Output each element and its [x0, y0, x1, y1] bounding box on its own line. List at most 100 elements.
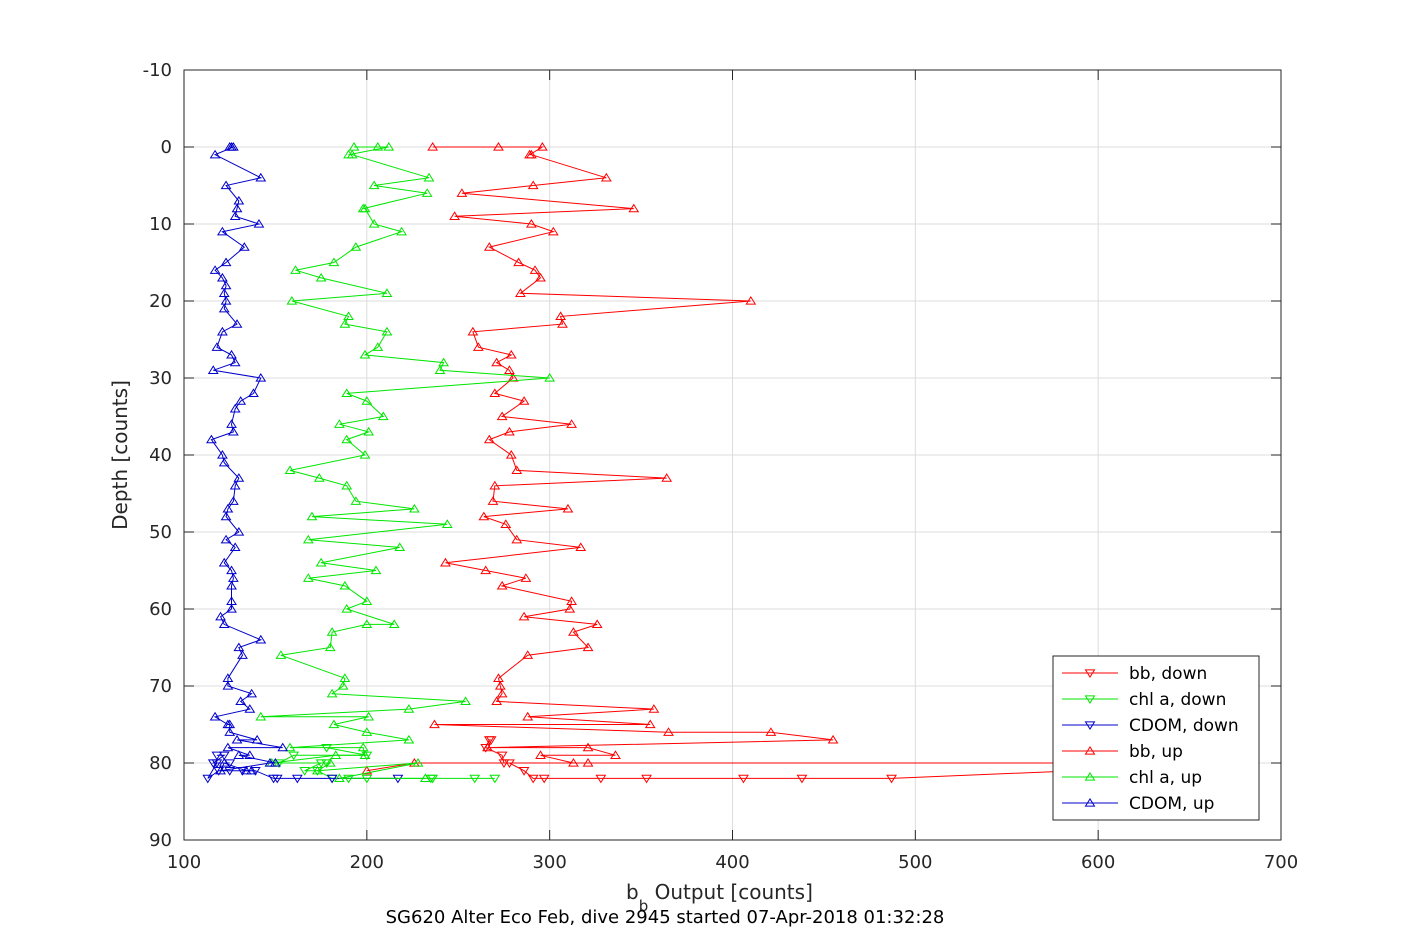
data-point	[511, 465, 523, 475]
data-point	[441, 519, 453, 528]
data-point	[827, 734, 839, 744]
data-point	[383, 142, 395, 151]
chart-caption: SG620 Alter Eco Feb, dive 2945 started 0…	[386, 907, 945, 928]
data-point	[284, 465, 296, 475]
data-point	[227, 496, 239, 505]
data-point	[368, 180, 380, 190]
data-point	[324, 758, 336, 767]
data-point	[341, 434, 353, 444]
data-point	[229, 403, 241, 413]
data-point	[216, 326, 228, 336]
legend-entry: CDOM, up	[1062, 794, 1214, 814]
data-point	[235, 696, 247, 706]
y-tick-label: 90	[149, 830, 172, 851]
data-point	[562, 503, 574, 513]
data-point	[341, 388, 353, 398]
data-point	[610, 750, 621, 759]
legend-label: chl a, up	[1129, 768, 1202, 788]
y-tick-label: 10	[149, 214, 172, 235]
data-point	[456, 188, 468, 197]
data-point	[568, 627, 579, 636]
x-tick-label: 600	[1081, 852, 1115, 873]
data-point	[381, 326, 393, 336]
data-point	[511, 534, 523, 544]
data-point	[315, 557, 327, 567]
data-point	[264, 758, 276, 767]
data-point	[233, 750, 245, 759]
data-point	[440, 557, 451, 567]
data-point	[220, 180, 232, 190]
data-point	[467, 326, 479, 336]
data-point	[306, 511, 318, 521]
data-point	[582, 642, 594, 652]
data-point	[334, 419, 345, 428]
legend-marker	[1084, 772, 1096, 781]
data-point	[313, 473, 325, 482]
data-point	[215, 765, 226, 775]
data-point	[745, 296, 757, 305]
data-point	[641, 774, 652, 784]
x-tick-label: 300	[532, 852, 566, 873]
data-point	[339, 580, 351, 590]
data-point	[286, 296, 298, 305]
data-point	[738, 774, 749, 784]
data-point	[359, 349, 371, 359]
y-tick-label: 60	[149, 599, 172, 620]
x-axis-title-subscript: b	[639, 897, 649, 915]
data-point	[357, 742, 369, 752]
data-point	[525, 149, 537, 159]
y-tick-label: 70	[149, 676, 172, 697]
data-point	[226, 580, 237, 590]
data-point	[536, 142, 548, 151]
data-point	[216, 226, 228, 236]
data-point	[491, 696, 503, 706]
data-point	[291, 774, 303, 784]
y-axis-title: Depth [counts]	[108, 380, 132, 530]
legend-label: bb, down	[1129, 664, 1207, 684]
data-point	[227, 573, 239, 582]
data-point	[302, 573, 314, 582]
data-point	[233, 473, 245, 482]
series-line	[260, 146, 550, 779]
data-point	[361, 619, 373, 629]
series-line	[366, 146, 1099, 772]
data-point	[222, 742, 234, 752]
data-point	[209, 149, 221, 159]
data-point	[268, 774, 279, 784]
data-point	[628, 203, 640, 213]
data-point	[496, 751, 508, 761]
data-point	[220, 511, 232, 521]
data-point	[396, 226, 407, 236]
data-point	[220, 296, 232, 305]
data-point	[494, 681, 506, 690]
data-point	[339, 319, 351, 328]
data-point	[363, 426, 375, 436]
data-point	[600, 172, 612, 182]
data-point	[412, 758, 424, 767]
data-point	[315, 272, 327, 282]
data-point	[288, 751, 300, 761]
data-point	[427, 142, 439, 151]
y-tick-label: 50	[149, 522, 172, 543]
data-point	[346, 149, 358, 159]
legend-label: CDOM, up	[1129, 794, 1214, 814]
data-point	[213, 767, 225, 776]
data-point	[529, 265, 541, 274]
data-point	[361, 765, 373, 775]
data-point	[216, 450, 228, 459]
data-point	[244, 750, 256, 759]
data-point	[489, 774, 501, 784]
data-point	[328, 257, 340, 267]
x-axis-title-main: b	[626, 880, 639, 904]
data-point	[255, 373, 267, 382]
data-point	[207, 365, 219, 374]
data-point	[361, 727, 373, 736]
data-point	[449, 211, 460, 220]
data-point	[566, 419, 578, 428]
data-point	[207, 759, 219, 768]
data-point	[403, 734, 415, 744]
data-point	[522, 650, 534, 659]
data-point	[324, 642, 336, 652]
data-point	[460, 696, 471, 706]
